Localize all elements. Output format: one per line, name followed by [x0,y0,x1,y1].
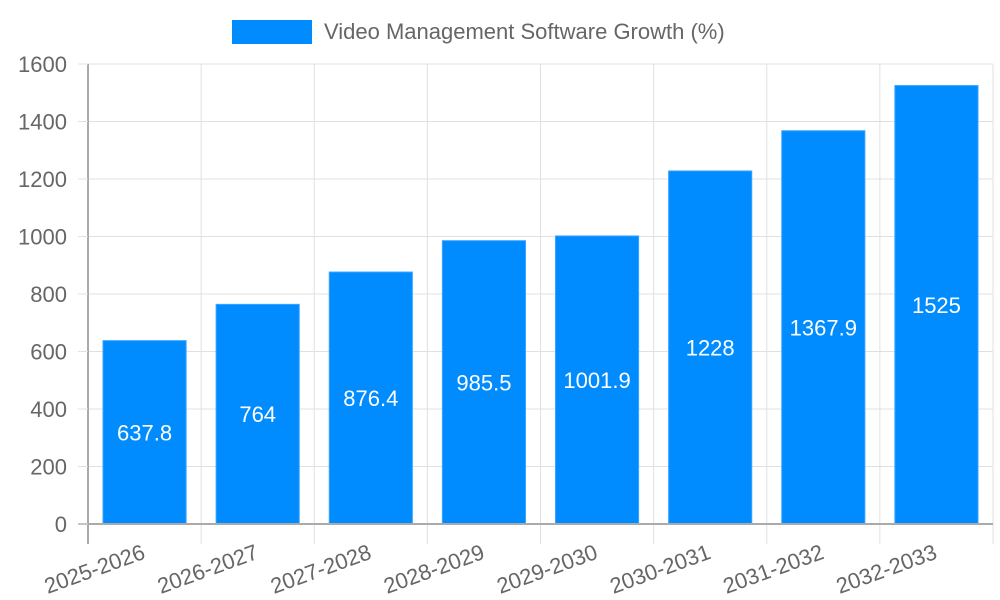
y-tick-label: 400 [30,397,67,422]
x-tick-label: 2030-2031 [606,539,713,598]
x-tick-label: 2027-2028 [267,539,374,598]
grid-lines [88,63,994,544]
x-tick-label: 2025-2026 [41,539,148,598]
bar [328,271,413,525]
x-tick-label: 2032-2033 [833,539,940,598]
bar-value-label: 1001.9 [563,368,630,393]
y-tick-label: 0 [55,512,67,537]
y-tick-label: 800 [30,282,67,307]
y-tick-label: 1000 [18,225,67,250]
y-tick-label: 600 [30,340,67,365]
bar [555,235,640,525]
bar-value-label: 1525 [912,293,961,318]
bar-value-label: 985.5 [456,370,511,395]
y-tick-label: 1400 [18,110,67,135]
chart-legend[interactable]: Video Management Software Growth (%) [232,19,725,45]
bar-value-label: 1228 [686,335,735,360]
bar [441,240,526,525]
x-tick-label: 2029-2030 [493,539,600,598]
x-tick-label: 2028-2029 [380,539,487,598]
y-tick-label: 1200 [18,167,67,192]
bars [102,85,979,525]
x-tick-label: 2031-2032 [720,539,827,598]
bar-value-label: 637.8 [117,420,172,445]
legend-label: Video Management Software Growth (%) [324,19,725,44]
bar-value-label: 764 [239,402,276,427]
value-labels: 637.8 764 876.4 985.5 1001.9 1228 1367.9 1525 [117,293,961,446]
y-tick-label: 1600 [18,52,67,77]
axes [78,64,993,544]
bar [894,85,979,525]
x-axis-ticks: 2025-2026 2026-2027 2027-2028 2028-2029 2029… [41,539,940,598]
x-tick-label: 2026-2027 [154,539,261,598]
y-axis-ticks: 0 200 400 600 800 1000 1200 1400 1600 [18,52,88,537]
bar [668,170,753,525]
legend-swatch [232,20,312,44]
bar-value-label: 1367.9 [790,315,857,340]
y-tick-label: 200 [30,455,67,480]
bar-value-label: 876.4 [343,386,398,411]
bar [781,130,866,525]
